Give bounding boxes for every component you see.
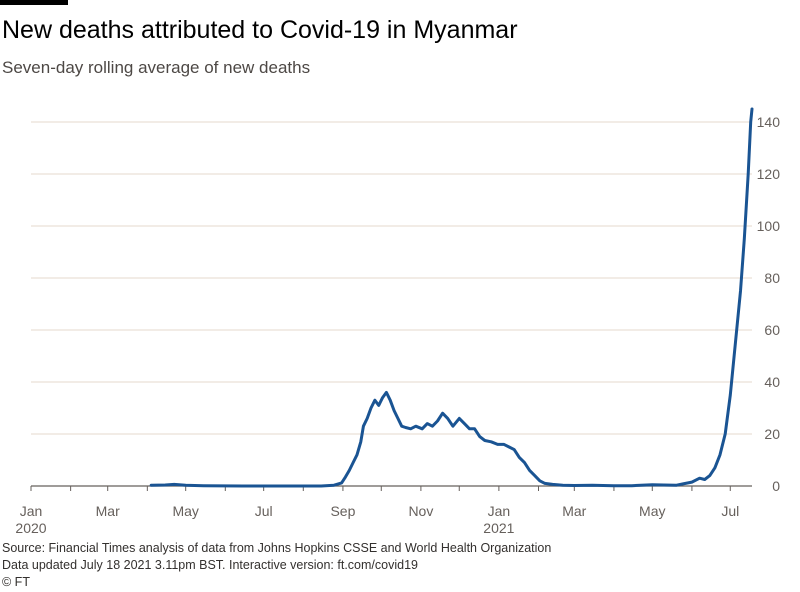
x-tick-label: May <box>172 503 198 519</box>
x-tick-label: Jan <box>488 503 511 519</box>
update-note: Data updated July 18 2021 3.11pm BST. In… <box>2 558 418 572</box>
x-tick-label: Jan <box>20 503 43 519</box>
y-tick-label: 140 <box>757 114 781 130</box>
x-tick-label: Nov <box>408 503 433 519</box>
series-line-new-deaths <box>149 107 754 488</box>
x-tick-year-label: 2020 <box>15 520 46 536</box>
chart-title: New deaths attributed to Covid-19 in Mya… <box>2 16 518 44</box>
y-tick-label: 80 <box>764 270 780 286</box>
y-tick-label: 120 <box>757 166 781 182</box>
y-tick-label: 20 <box>764 426 780 442</box>
x-tick-label: Sep <box>330 503 355 519</box>
x-tick-label: Jul <box>721 503 739 519</box>
y-tick-label: 60 <box>764 322 780 338</box>
source-note: Source: Financial Times analysis of data… <box>2 541 552 555</box>
x-tick-label: May <box>639 503 665 519</box>
copyright-note: © FT <box>2 575 30 589</box>
y-tick-label: 40 <box>764 374 780 390</box>
x-tick-label: Mar <box>96 503 120 519</box>
chart-subtitle: Seven-day rolling average of new deaths <box>2 58 311 77</box>
y-tick-label: 0 <box>772 478 780 494</box>
y-tick-label: 100 <box>757 218 781 234</box>
brand-rule <box>0 0 68 5</box>
x-tick-label: Mar <box>562 503 586 519</box>
x-tick-year-label: 2021 <box>483 520 514 536</box>
x-tick-label: Jul <box>255 503 273 519</box>
